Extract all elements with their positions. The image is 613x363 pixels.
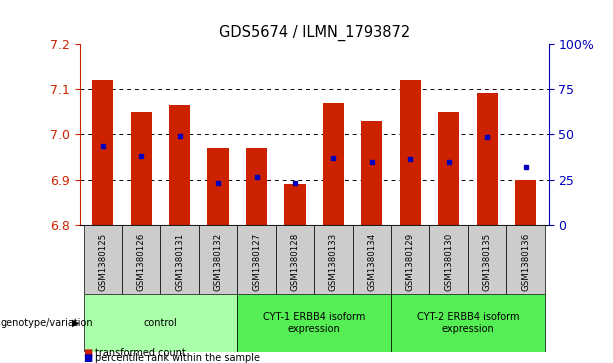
Bar: [83, 225, 122, 294]
Text: GSM1380129: GSM1380129: [406, 232, 415, 290]
Text: genotype/variation: genotype/variation: [1, 318, 93, 328]
Text: GSM1380127: GSM1380127: [252, 232, 261, 290]
Bar: [430, 225, 468, 294]
Bar: [131, 112, 152, 225]
Text: GSM1380130: GSM1380130: [444, 232, 453, 290]
Text: GSM1380131: GSM1380131: [175, 232, 184, 290]
Text: GSM1380133: GSM1380133: [329, 232, 338, 290]
Bar: [468, 225, 506, 294]
Bar: [276, 225, 314, 294]
Bar: [83, 294, 237, 352]
Text: GSM1380134: GSM1380134: [367, 232, 376, 290]
Text: control: control: [143, 318, 177, 328]
Bar: [314, 225, 352, 294]
Text: CYT-1 ERBB4 isoform
expression: CYT-1 ERBB4 isoform expression: [263, 312, 365, 334]
Bar: [391, 225, 430, 294]
Text: ■: ■: [83, 347, 92, 358]
Text: ■: ■: [83, 353, 92, 363]
Text: GSM1380136: GSM1380136: [521, 232, 530, 290]
Bar: [323, 102, 344, 225]
Text: GSM1380132: GSM1380132: [213, 232, 223, 290]
Bar: [237, 294, 391, 352]
Bar: [506, 225, 545, 294]
Bar: [515, 180, 536, 225]
Title: GDS5674 / ILMN_1793872: GDS5674 / ILMN_1793872: [219, 25, 409, 41]
Text: CYT-2 ERBB4 isoform
expression: CYT-2 ERBB4 isoform expression: [417, 312, 519, 334]
Bar: [237, 225, 276, 294]
Bar: [161, 225, 199, 294]
Text: ▶: ▶: [72, 318, 80, 328]
Bar: [169, 105, 190, 225]
Bar: [361, 121, 383, 225]
Bar: [476, 94, 498, 225]
Bar: [400, 80, 421, 225]
Bar: [284, 184, 305, 225]
Text: GSM1380135: GSM1380135: [482, 232, 492, 290]
Bar: [92, 80, 113, 225]
Bar: [199, 225, 237, 294]
Bar: [207, 148, 229, 225]
Text: GSM1380128: GSM1380128: [291, 232, 299, 290]
Bar: [122, 225, 161, 294]
Bar: [391, 294, 545, 352]
Text: GSM1380126: GSM1380126: [137, 232, 146, 290]
Bar: [352, 225, 391, 294]
Text: GSM1380125: GSM1380125: [98, 232, 107, 290]
Bar: [438, 112, 459, 225]
Text: percentile rank within the sample: percentile rank within the sample: [95, 353, 260, 363]
Text: transformed count: transformed count: [95, 347, 186, 358]
Bar: [246, 148, 267, 225]
